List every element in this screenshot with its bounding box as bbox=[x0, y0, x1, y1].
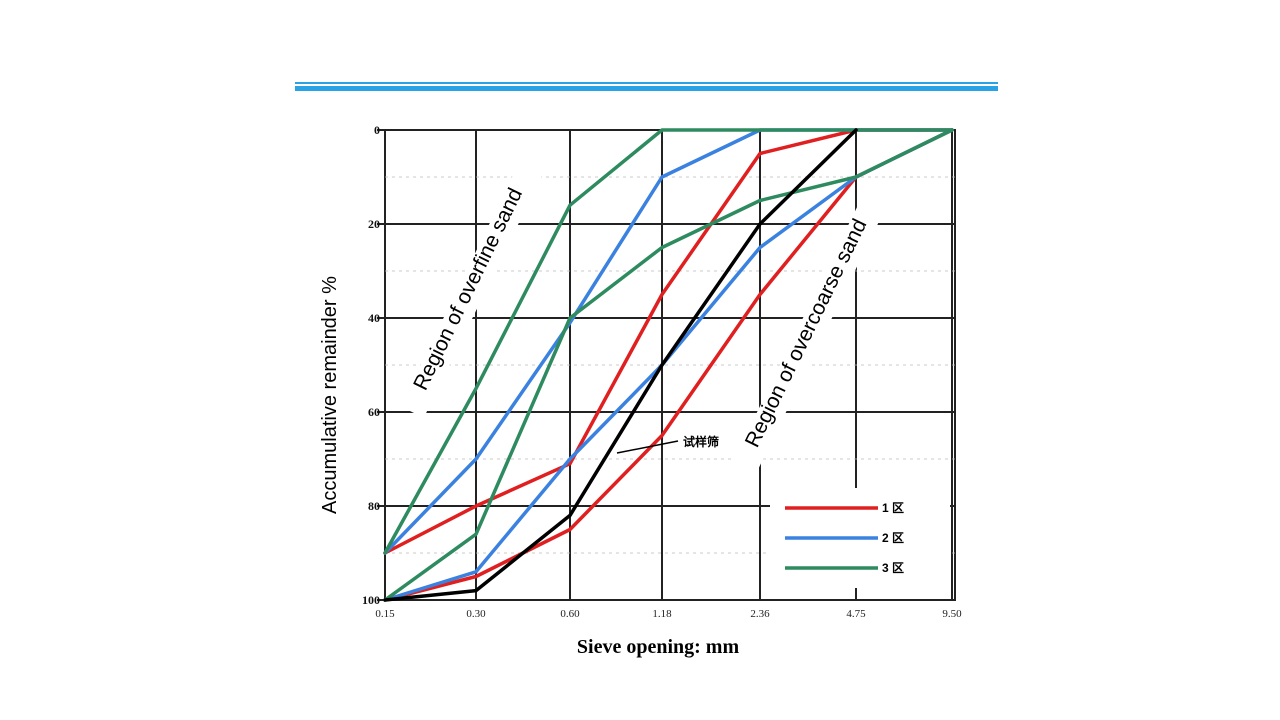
x-tick-label: 2.36 bbox=[750, 608, 770, 620]
x-tick-label: 9.50 bbox=[942, 608, 962, 620]
chart-legend: 1 区 2 区 3 区 bbox=[770, 488, 950, 588]
legend-label: 2 区 bbox=[882, 531, 904, 545]
x-tick-label: 0.30 bbox=[466, 608, 486, 620]
series-line-sample bbox=[383, 128, 858, 602]
y-tick-label: 40 bbox=[368, 311, 380, 325]
sample-annotation-label: 试样筛 bbox=[683, 434, 719, 449]
x-tick-labels: 0.15 0.30 0.60 1.18 2.36 4.75 9.50 bbox=[375, 608, 962, 620]
x-tick-label: 0.15 bbox=[375, 608, 395, 620]
y-tick-label: 0 bbox=[374, 123, 380, 137]
header-rule-thick bbox=[295, 86, 998, 91]
overfine-label-bg bbox=[400, 163, 543, 418]
y-tick-label: 60 bbox=[368, 405, 380, 419]
overfine-region-label: Region of overfine sand bbox=[409, 184, 527, 393]
x-tick-label: 0.60 bbox=[560, 608, 580, 620]
y-tick-label: 20 bbox=[368, 217, 380, 231]
legend-label: 3 区 bbox=[882, 561, 904, 575]
y-tick-labels: 0 20 40 60 80 100 bbox=[362, 123, 380, 607]
x-axis-label: Sieve opening: mm bbox=[577, 636, 740, 658]
overcoarse-label-bg bbox=[731, 194, 887, 476]
x-tick-label: 4.75 bbox=[846, 608, 866, 620]
chart-series bbox=[383, 128, 954, 602]
legend-label: 1 区 bbox=[882, 501, 904, 515]
y-axis-label: Accumulative remainder % bbox=[319, 276, 341, 514]
x-tick-label: 1.18 bbox=[652, 608, 672, 620]
y-tick-label: 80 bbox=[368, 499, 380, 513]
sample-annotation-line bbox=[616, 440, 679, 454]
y-tick-label: 100 bbox=[362, 593, 380, 607]
header-rule-thin bbox=[295, 82, 998, 84]
series-line-lower bbox=[383, 128, 954, 602]
